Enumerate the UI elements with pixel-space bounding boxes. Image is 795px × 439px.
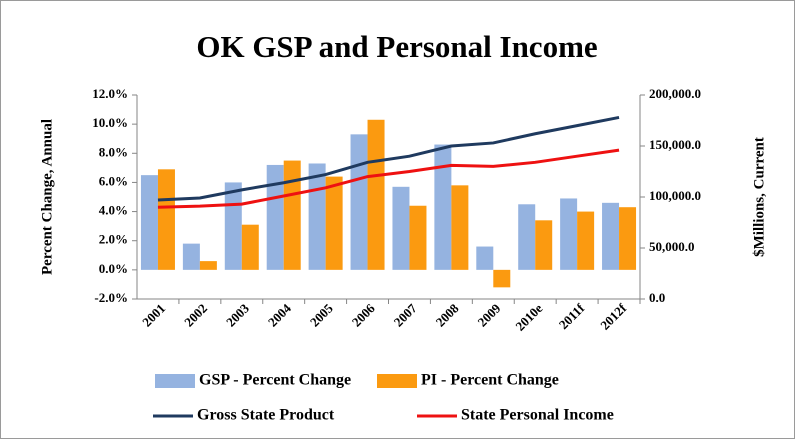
y2-tick-label: 0.0 <box>649 290 665 305</box>
y-axis-title: Percent Change, Annual <box>39 119 55 275</box>
y2-tick-label: 100,000.0 <box>649 188 701 203</box>
bar <box>308 163 326 270</box>
chart-title: OK GSP and Personal Income <box>196 29 597 64</box>
bar <box>367 119 385 270</box>
y2-tick-label: 50,000.0 <box>649 239 695 254</box>
line <box>157 115 620 202</box>
bar <box>602 202 620 270</box>
y-tick-label: -2.0% <box>94 290 128 305</box>
y-tick-label: 6.0% <box>99 173 128 188</box>
y2-tick-label: 150,000.0 <box>649 137 701 152</box>
bar <box>283 160 301 270</box>
legend-label: GSP - Percent Change <box>199 372 351 389</box>
y-tick-label: 10.0% <box>92 115 128 130</box>
bar <box>493 269 511 288</box>
bar <box>451 185 469 270</box>
legend-label: State Personal Income <box>461 407 614 424</box>
bar <box>199 261 217 270</box>
bar <box>325 176 343 270</box>
bar <box>350 134 368 270</box>
bar <box>434 144 452 270</box>
legend-swatch <box>377 374 417 388</box>
bar <box>619 207 637 270</box>
line <box>157 148 620 209</box>
bar <box>241 224 259 270</box>
bar <box>266 164 284 270</box>
bar <box>560 198 578 270</box>
y2-tick-label: 200,000.0 <box>649 86 701 101</box>
bar <box>518 204 536 270</box>
bar <box>157 169 175 270</box>
y-tick-label: 2.0% <box>99 232 128 247</box>
y-tick-label: 8.0% <box>99 144 128 159</box>
bar <box>476 246 494 270</box>
y-tick-label: 4.0% <box>99 203 128 218</box>
legend-label: PI - Percent Change <box>421 372 559 389</box>
y2-axis-title: $Millions, Current <box>751 137 767 257</box>
y-tick-label: 12.0% <box>92 86 128 101</box>
bar <box>392 186 410 270</box>
bar <box>224 182 242 270</box>
bar <box>577 211 595 270</box>
bar <box>140 175 158 270</box>
bar <box>409 205 427 270</box>
bar <box>182 243 200 270</box>
legend-label: Gross State Product <box>197 407 335 424</box>
bar <box>535 220 553 270</box>
legend-swatch <box>155 374 195 388</box>
y-tick-label: 0.0% <box>99 261 128 276</box>
